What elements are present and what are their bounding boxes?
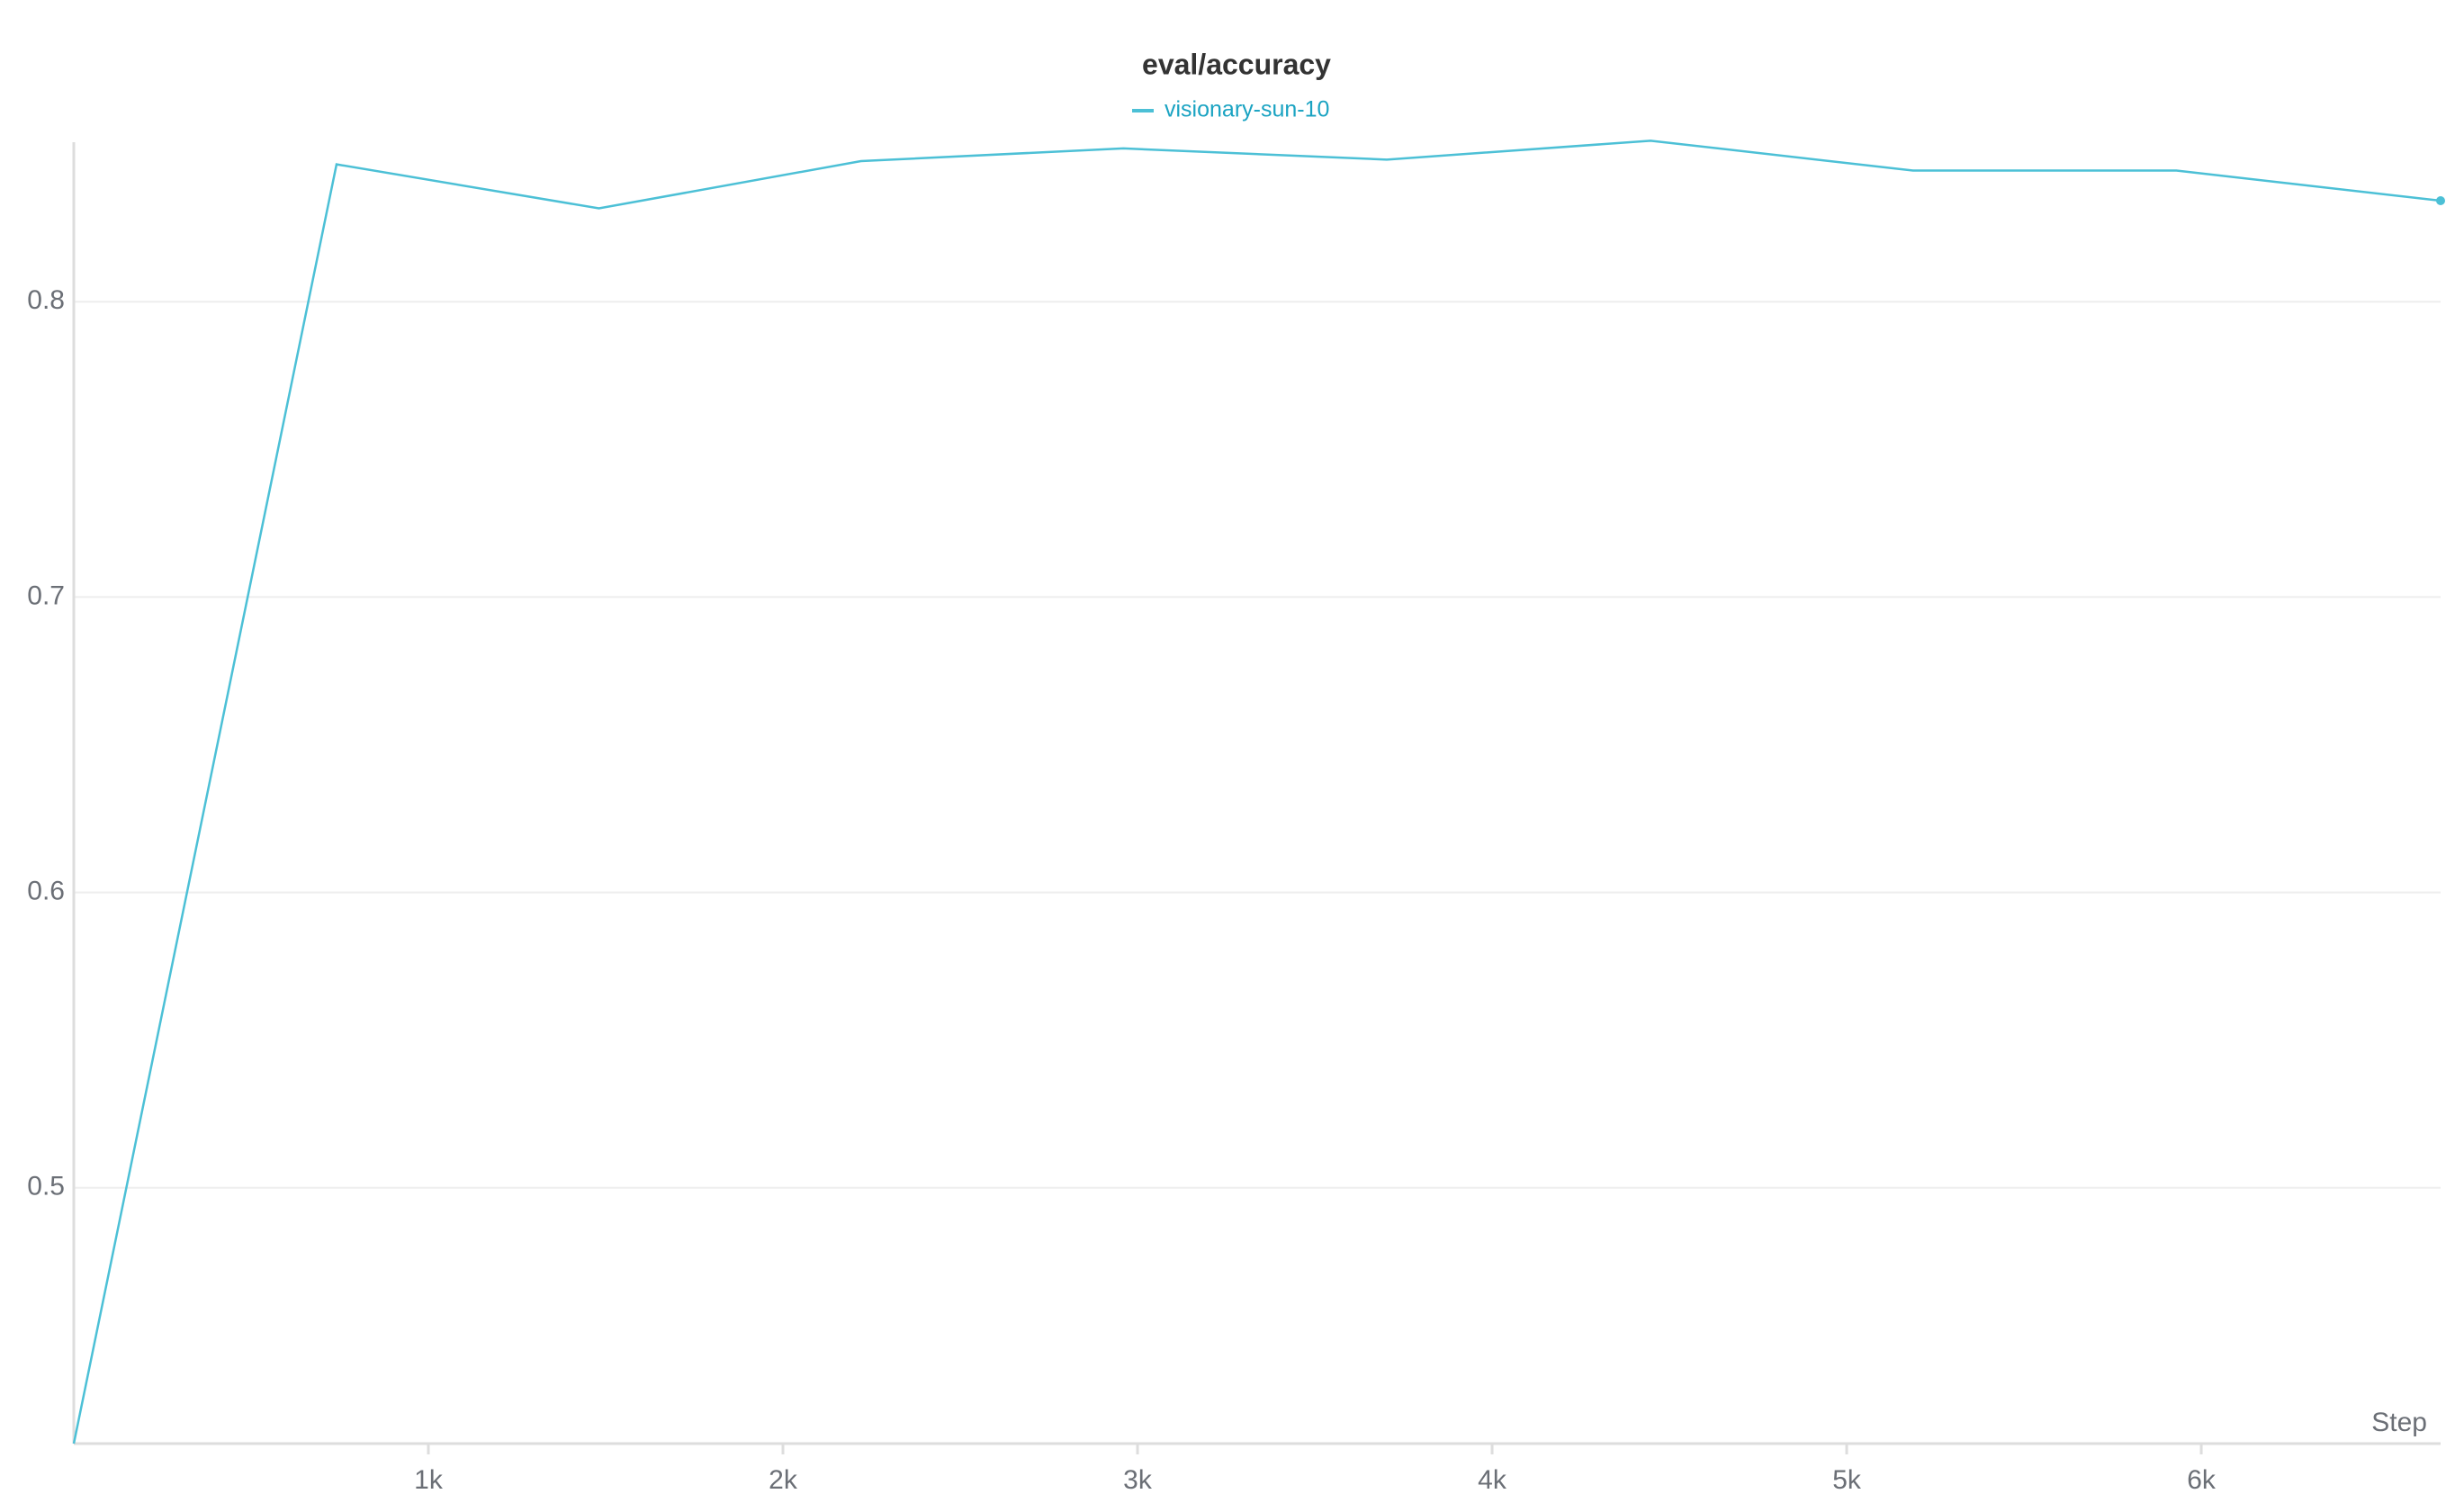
legend-label: visionary-sun-10 — [1165, 97, 1329, 122]
y-tick-label: 0.7 — [27, 580, 65, 610]
series-line — [72, 140, 2442, 1444]
x-tick-label: 4k — [1478, 1465, 1507, 1495]
x-tick-label: 6k — [2187, 1465, 2217, 1495]
x-tick-label: 5k — [1832, 1465, 1862, 1495]
x-tick-label: 1k — [414, 1465, 444, 1495]
y-tick-label: 0.6 — [27, 877, 65, 906]
x-axis-label: Step — [2371, 1408, 2427, 1437]
x-tick-label: 3k — [1123, 1465, 1153, 1495]
y-tick-label: 0.8 — [27, 285, 65, 315]
chart-title: eval/accuracy — [1142, 48, 1331, 80]
end-dot — [2436, 195, 2445, 205]
y-tick-label: 0.5 — [27, 1172, 65, 1202]
x-tick-label: 2k — [769, 1465, 798, 1495]
